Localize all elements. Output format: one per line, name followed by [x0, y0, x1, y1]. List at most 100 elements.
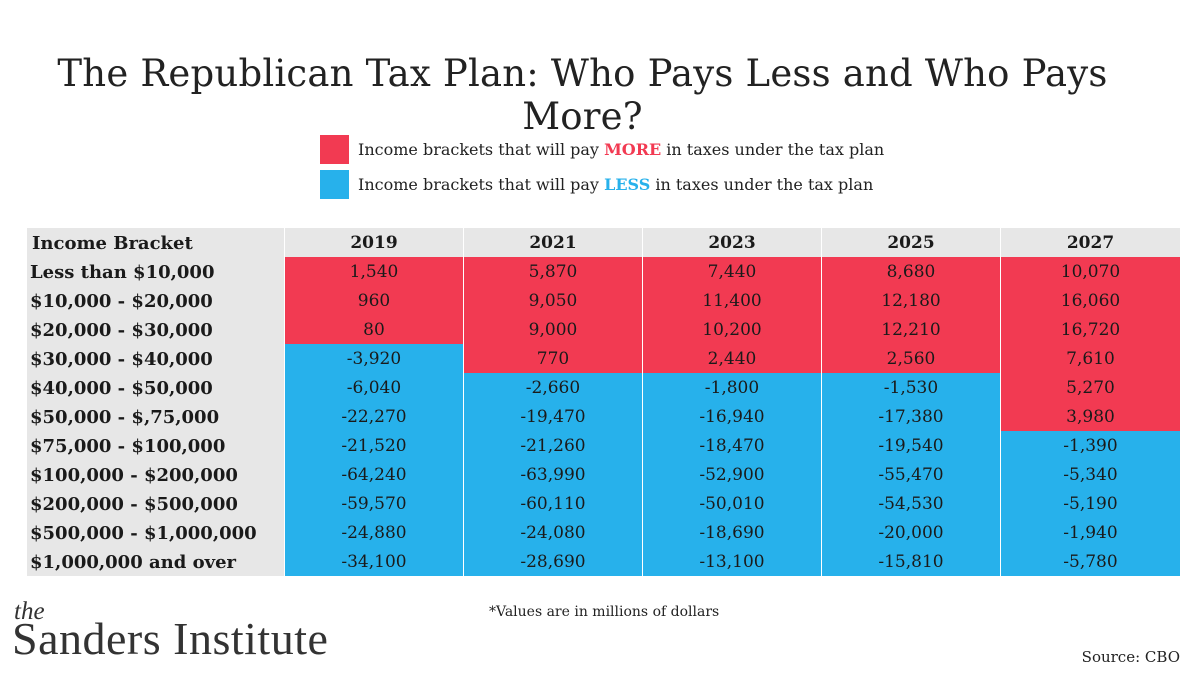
table-cell: -54,530 — [822, 489, 1001, 518]
table-cell: 16,060 — [1001, 286, 1180, 315]
table-cell: -24,080 — [464, 518, 643, 547]
table-row: $200,000 - $500,000 -59,570 -60,110 -50,010… — [27, 489, 1181, 518]
table-cell: -17,380 — [822, 402, 1001, 431]
table-cell: -55,470 — [822, 460, 1001, 489]
row-label: Less than $10,000 — [27, 257, 285, 286]
table-cell: 16,720 — [1001, 315, 1180, 344]
legend-prefix: Income brackets that will pay — [358, 140, 605, 159]
table-cell: 2,560 — [822, 344, 1001, 373]
table-cell: 770 — [464, 344, 643, 373]
table-cell: -2,660 — [464, 373, 643, 402]
table-row: $40,000 - $50,000 -6,040 -2,660 -1,800 -1,53… — [27, 373, 1181, 402]
row-label: $20,000 - $30,000 — [27, 315, 285, 344]
column-header-2019: 2019 — [285, 228, 464, 257]
table-cell: -5,780 — [1001, 547, 1180, 576]
legend: Income brackets that will pay MORE in ta… — [320, 134, 884, 204]
table-cell: -5,190 — [1001, 489, 1180, 518]
table-cell: -21,260 — [464, 431, 643, 460]
row-label: $500,000 - $1,000,000 — [27, 518, 285, 547]
table-cell: -24,880 — [285, 518, 464, 547]
logo-the: the — [14, 598, 45, 625]
table-cell: 7,440 — [643, 257, 822, 286]
table-row: Less than $10,000 1,540 5,870 7,440 8,680 10,… — [27, 257, 1181, 286]
table-cell: -64,240 — [285, 460, 464, 489]
data-table: Income Bracket 2019 2021 2023 2025 2027 Less… — [27, 228, 1181, 576]
table-cell: 8,680 — [822, 257, 1001, 286]
row-label: $200,000 - $500,000 — [27, 489, 285, 518]
table-cell: 5,270 — [1001, 373, 1180, 402]
legend-item-less: Income brackets that will pay LESS in ta… — [320, 169, 884, 200]
table-row: $20,000 - $30,000 80 9,000 10,200 12,210 16,7… — [27, 315, 1181, 344]
legend-item-more: Income brackets that will pay MORE in ta… — [320, 134, 884, 165]
table-cell: 9,050 — [464, 286, 643, 315]
table-cell: -59,570 — [285, 489, 464, 518]
legend-suffix: in taxes under the tax plan — [650, 175, 874, 194]
table-cell: -1,800 — [643, 373, 822, 402]
column-header-2023: 2023 — [643, 228, 822, 257]
table-cell: -28,690 — [464, 547, 643, 576]
source-note: Source: CBO — [1081, 648, 1180, 666]
table-cell: -50,010 — [643, 489, 822, 518]
table-cell: -19,470 — [464, 402, 643, 431]
table-cell: -22,270 — [285, 402, 464, 431]
row-label: $10,000 - $20,000 — [27, 286, 285, 315]
legend-swatch-more — [320, 135, 349, 164]
table-cell: -20,000 — [822, 518, 1001, 547]
column-header-2025: 2025 — [822, 228, 1001, 257]
row-label: $40,000 - $50,000 — [27, 373, 285, 402]
table-cell: 12,180 — [822, 286, 1001, 315]
table-row: $50,000 - $,75,000 -22,270 -19,470 -16,940-… — [27, 402, 1181, 431]
table-cell: 2,440 — [643, 344, 822, 373]
legend-prefix: Income brackets that will pay — [358, 175, 605, 194]
unit-note: *Values are in millions of dollars — [489, 604, 720, 620]
table-cell: -13,100 — [643, 547, 822, 576]
table-cell: -18,470 — [643, 431, 822, 460]
logo-name: Sanders Institute — [12, 613, 329, 664]
table-cell: 12,210 — [822, 315, 1001, 344]
table-cell: 5,870 — [464, 257, 643, 286]
table-row: $10,000 - $20,000 960 9,050 11,400 12,180 16,… — [27, 286, 1181, 315]
row-header-label: Income Bracket — [27, 228, 285, 257]
table-cell: -52,900 — [643, 460, 822, 489]
table-cell: -19,540 — [822, 431, 1001, 460]
legend-word-less: LESS — [604, 175, 651, 194]
table-cell: 7,610 — [1001, 344, 1180, 373]
table-cell: 3,980 — [1001, 402, 1180, 431]
column-header-2021: 2021 — [464, 228, 643, 257]
row-label: $1,000,000 and over — [27, 547, 285, 576]
table-cell: -1,390 — [1001, 431, 1180, 460]
legend-word-more: MORE — [604, 140, 662, 159]
table-cell: 1,540 — [285, 257, 464, 286]
legend-suffix: in taxes under the tax plan — [661, 140, 885, 159]
table-cell: -63,990 — [464, 460, 643, 489]
table-cell: -5,340 — [1001, 460, 1180, 489]
table-cell: -1,940 — [1001, 518, 1180, 547]
chart-title: The Republican Tax Plan: Who Pays Less a… — [57, 52, 1108, 138]
column-header-2027: 2027 — [1001, 228, 1180, 257]
table-row: $1,000,000 and over -34,100 -28,690 -13,100… — [27, 547, 1181, 576]
row-label: $75,000 - $100,000 — [27, 431, 285, 460]
table-cell: 10,200 — [643, 315, 822, 344]
table-cell: -6,040 — [285, 373, 464, 402]
legend-swatch-less — [320, 170, 349, 199]
table-row: $30,000 - $40,000 -3,920 770 2,440 2,560 7,61… — [27, 344, 1181, 373]
table-cell: -60,110 — [464, 489, 643, 518]
table-cell: -34,100 — [285, 547, 464, 576]
row-label: $30,000 - $40,000 — [27, 344, 285, 373]
table-cell: -15,810 — [822, 547, 1001, 576]
table-row: $100,000 - $200,000 -64,240 -63,990 -52,900… — [27, 460, 1181, 489]
table-row: $500,000 - $1,000,000 -24,880 -24,080 -18,6… — [27, 518, 1181, 547]
table-cell: -18,690 — [643, 518, 822, 547]
table-cell: 10,070 — [1001, 257, 1180, 286]
table-cell: 80 — [285, 315, 464, 344]
table-cell: -3,920 — [285, 344, 464, 373]
table-cell: 11,400 — [643, 286, 822, 315]
table-cell: -16,940 — [643, 402, 822, 431]
table-header-row: Income Bracket 2019 2021 2023 2025 2027 — [27, 228, 1181, 257]
table-row: $75,000 - $100,000 -21,520 -21,260 -18,470-… — [27, 431, 1181, 460]
table-cell: -21,520 — [285, 431, 464, 460]
row-label: $50,000 - $,75,000 — [27, 402, 285, 431]
table-cell: -1,530 — [822, 373, 1001, 402]
table-cell: 960 — [285, 286, 464, 315]
table-cell: 9,000 — [464, 315, 643, 344]
